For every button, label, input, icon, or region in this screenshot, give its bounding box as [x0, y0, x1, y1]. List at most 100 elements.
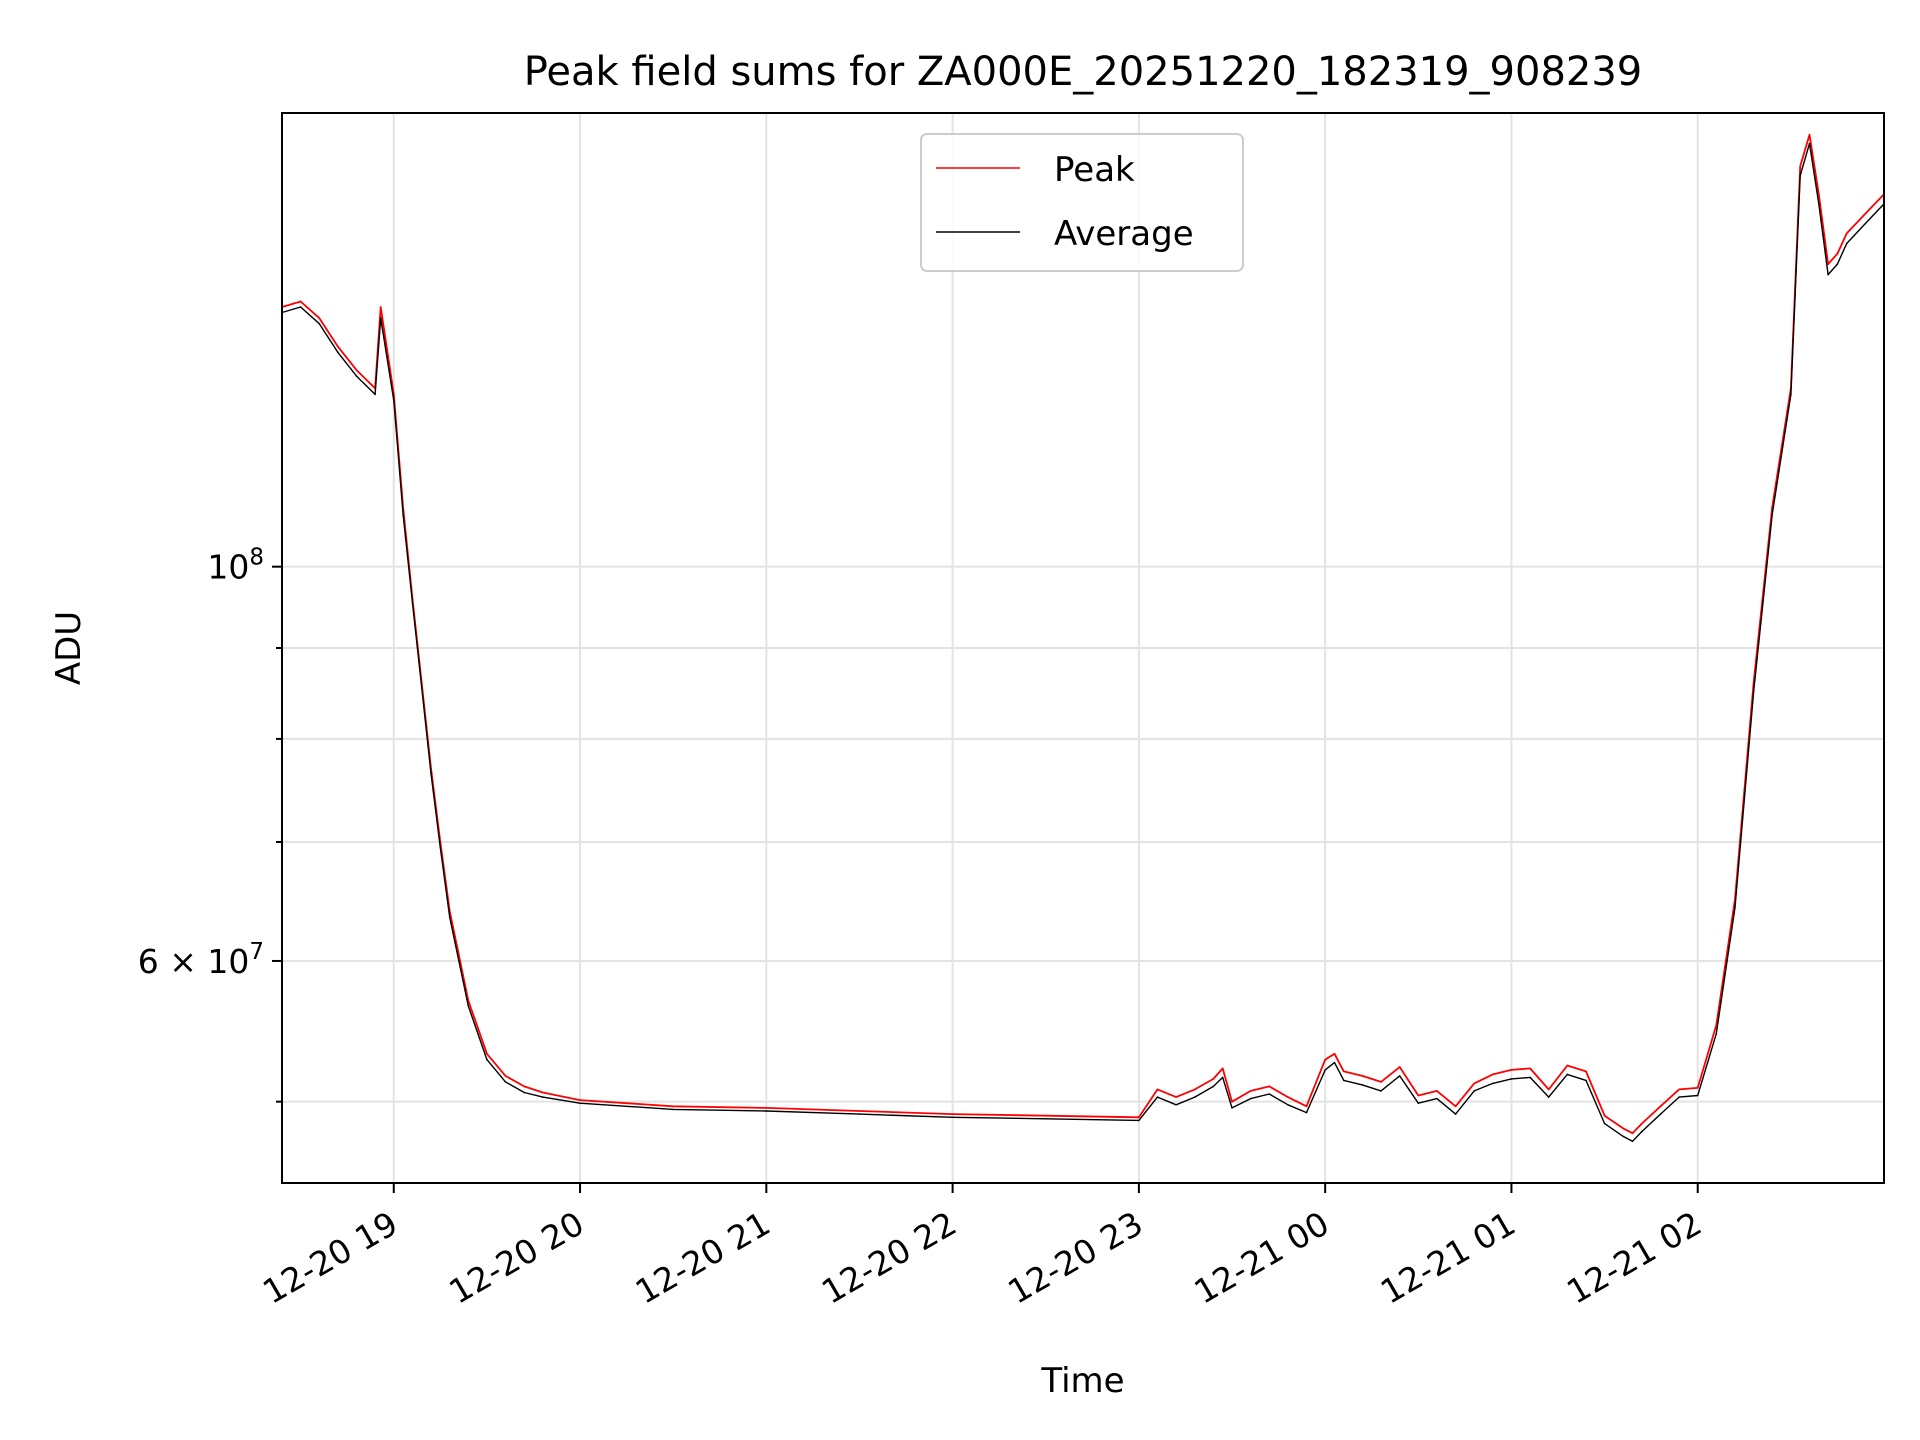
data-point-peak — [1287, 1096, 1289, 1098]
data-point-peak — [1361, 1075, 1364, 1077]
data-point-peak — [1631, 1132, 1634, 1134]
y-axis: 6 × 107 108 — [138, 545, 282, 1103]
data-point-peak — [486, 1053, 488, 1055]
legend-label-peak: Peak — [1054, 150, 1135, 190]
data-point-peak — [1585, 1070, 1587, 1073]
x-axis-label: Time — [1040, 1361, 1124, 1401]
x-tick-label: 12-21 00 — [1188, 1204, 1336, 1312]
data-point-average — [411, 601, 414, 603]
data-point-peak — [1380, 1081, 1382, 1083]
data-point-peak — [1324, 1058, 1326, 1061]
data-point-average — [1194, 1096, 1196, 1098]
y-tick-label: 6 × 107 — [138, 939, 264, 981]
data-point-average — [504, 1081, 507, 1083]
data-point-average — [1380, 1090, 1382, 1092]
grid-layer — [282, 113, 1884, 1183]
data-point-peak — [1678, 1088, 1680, 1091]
data-point-average — [1138, 1119, 1140, 1122]
data-point-average — [1715, 1032, 1718, 1035]
data-point-average — [379, 317, 382, 319]
data-point-peak — [1417, 1094, 1420, 1097]
data-point-average — [951, 1116, 954, 1119]
data-point-average — [299, 306, 302, 308]
data-point-peak — [1492, 1073, 1494, 1076]
data-point-peak — [1221, 1067, 1224, 1070]
data-point-average — [430, 772, 432, 775]
x-tick-label: 12-21 02 — [1560, 1204, 1708, 1312]
data-point-average — [1333, 1061, 1336, 1064]
y-tick-label: 108 — [207, 545, 264, 587]
data-point-average — [1734, 906, 1736, 909]
data-point-peak — [1212, 1078, 1215, 1080]
data-point-peak — [1473, 1082, 1475, 1085]
data-point-peak — [1249, 1090, 1252, 1092]
x-tick-label: 12-20 19 — [256, 1204, 404, 1312]
data-point-peak — [1194, 1088, 1196, 1091]
data-point-average — [1622, 1135, 1624, 1138]
data-point-average — [1305, 1111, 1308, 1114]
data-point-average — [1836, 263, 1839, 265]
data-point-peak — [1343, 1070, 1345, 1073]
data-point-average — [1343, 1079, 1345, 1082]
data-point-peak — [1268, 1085, 1271, 1088]
y-tick-label-exponent: 7 — [249, 939, 264, 965]
x-tick-label: 12-20 23 — [1001, 1204, 1149, 1312]
data-point-average — [1771, 513, 1773, 516]
data-point-average — [1631, 1140, 1634, 1143]
data-point-average — [1156, 1096, 1159, 1098]
data-point-peak — [1603, 1114, 1606, 1117]
y-tick-label-exponent: 8 — [249, 545, 264, 571]
data-point-average — [1827, 273, 1829, 276]
data-point-average — [1324, 1069, 1326, 1071]
data-point-peak — [1305, 1105, 1308, 1108]
data-point-average — [1678, 1096, 1680, 1098]
data-point-average — [402, 513, 404, 516]
data-point-average — [1473, 1090, 1475, 1092]
legend-label-average: Average — [1054, 214, 1194, 254]
data-point-average — [467, 1005, 470, 1007]
data-point-average — [1790, 393, 1792, 396]
data-point-average — [1287, 1104, 1289, 1106]
data-point-average — [448, 916, 451, 918]
series-line-average — [281, 142, 1885, 1143]
data-point-average — [1212, 1085, 1215, 1088]
data-point-average — [337, 351, 339, 354]
data-point-peak — [355, 369, 358, 371]
data-point-average — [1268, 1093, 1271, 1095]
data-point-peak — [1696, 1087, 1699, 1089]
data-point-peak — [1827, 263, 1829, 265]
data-point-peak — [951, 1113, 954, 1115]
data-point-peak — [858, 1110, 861, 1112]
x-tick-label: 12-20 20 — [442, 1204, 590, 1312]
data-point-average — [374, 393, 376, 396]
series-layer — [281, 133, 1885, 1143]
data-point-average — [1529, 1076, 1531, 1079]
data-point-peak — [1818, 193, 1820, 196]
data-point-peak — [1529, 1067, 1531, 1070]
data-point-peak — [1622, 1127, 1624, 1130]
data-point-average — [1417, 1102, 1420, 1104]
data-point-average — [1044, 1118, 1047, 1120]
y-tick-label-base: 6 × 10 — [138, 942, 250, 981]
data-point-average — [1510, 1078, 1513, 1080]
data-point-average — [420, 686, 423, 689]
data-point-peak — [1156, 1088, 1159, 1091]
chart-title: Peak field sums for ZA000E_20251220_1823… — [524, 49, 1643, 95]
data-point-average — [1566, 1073, 1569, 1076]
data-point-peak — [1808, 133, 1811, 136]
x-tick-label: 12-21 01 — [1374, 1204, 1522, 1312]
data-point-peak — [1436, 1090, 1438, 1092]
data-point-average — [1249, 1097, 1252, 1100]
data-point-average — [523, 1091, 525, 1094]
data-point-peak — [379, 306, 382, 308]
data-point-peak — [1138, 1116, 1140, 1119]
data-point-average — [393, 399, 395, 402]
data-point-peak — [318, 317, 321, 319]
data-point-average — [486, 1058, 488, 1061]
data-point-peak — [1333, 1053, 1336, 1055]
data-point-peak — [1044, 1114, 1047, 1117]
data-point-peak — [523, 1085, 525, 1088]
data-point-average — [1361, 1084, 1364, 1086]
